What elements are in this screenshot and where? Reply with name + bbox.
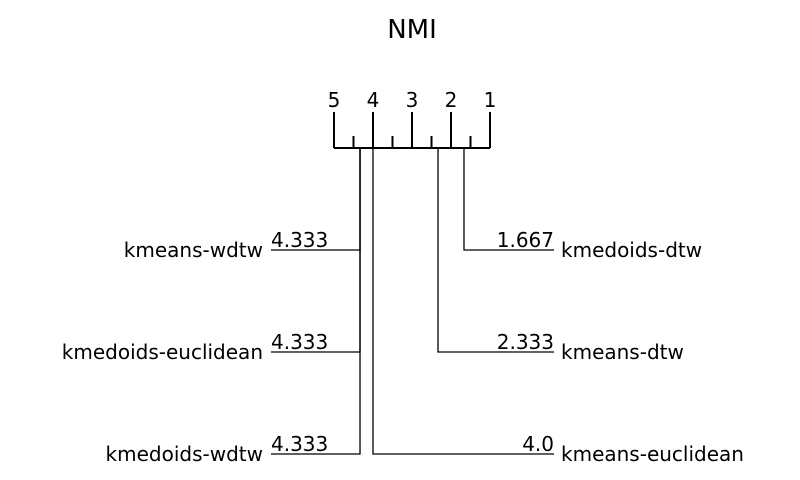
rank-label: 4.333 (271, 330, 328, 354)
rank-label: 4.0 (522, 432, 554, 456)
method-connector (372, 148, 554, 455)
tick-label: 5 (328, 88, 341, 112)
method-label: kmeans-wdtw (124, 238, 263, 262)
tick-label: 3 (406, 88, 419, 112)
chart-title: NMI (387, 15, 437, 45)
method-label: kmedoids-wdtw (106, 442, 263, 466)
method-lines: 4.333 kmeans-wdtw 4.333 kmedoids-euclidean 4… (62, 148, 744, 466)
tick-label: 4 (367, 88, 380, 112)
method-connector (271, 148, 361, 455)
rank-label: 4.333 (271, 432, 328, 456)
method-label: kmedoids-euclidean (62, 340, 263, 364)
rank-label: 2.333 (497, 330, 554, 354)
rank-label: 1.667 (497, 228, 554, 252)
tick-label: 1 (484, 88, 497, 112)
method-label: kmedoids-dtw (561, 238, 702, 262)
rank-label: 4.333 (271, 228, 328, 252)
tick-label: 2 (445, 88, 458, 112)
rank-axis: 5 4 3 2 1 (328, 88, 497, 149)
method-connector (463, 148, 554, 251)
method-label: kmeans-dtw (561, 340, 684, 364)
method-label: kmeans-euclidean (561, 442, 744, 466)
method-connector (437, 148, 554, 353)
